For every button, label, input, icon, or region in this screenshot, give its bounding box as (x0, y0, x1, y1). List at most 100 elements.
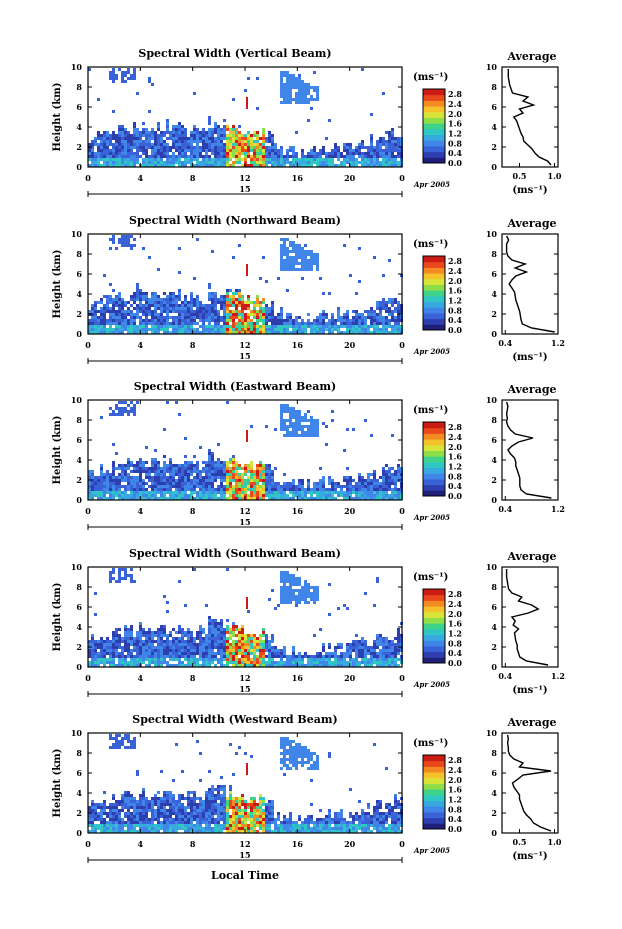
heatmap-cell (226, 661, 229, 664)
heatmap-cell (181, 473, 184, 476)
heatmap-cell (94, 479, 97, 482)
heatmap-cell (172, 161, 175, 164)
heatmap-cell (100, 158, 103, 161)
heatmap-cell (136, 161, 139, 164)
heatmap-cell (367, 658, 370, 661)
heatmap-cell (100, 643, 103, 646)
heatmap-cell (211, 292, 214, 295)
heatmap-cell (253, 485, 256, 488)
heatmap-cell (352, 649, 355, 652)
heatmap-cell (265, 140, 268, 143)
heatmap-cell (190, 313, 193, 316)
heatmap-cell (289, 497, 292, 500)
heatmap-cell (310, 256, 313, 259)
heatmap-cell (124, 146, 127, 149)
heatmap-cell (130, 316, 133, 319)
heatmap-cell (271, 301, 274, 304)
heatmap-cell (286, 259, 289, 262)
heatmap-cell (100, 488, 103, 491)
heatmap-cell (205, 304, 208, 307)
heatmap-cell (124, 128, 127, 131)
heatmap-cell (301, 250, 304, 253)
heatmap-cell (127, 646, 130, 649)
heatmap-cell (268, 131, 271, 134)
heatmap-cell (337, 331, 340, 334)
heatmap-cell (157, 268, 160, 271)
heatmap-cell (397, 476, 400, 479)
heatmap-cell (259, 661, 262, 664)
heatmap-cell (202, 628, 205, 631)
heatmap-cell (379, 152, 382, 155)
heatmap-cell (367, 158, 370, 161)
heatmap-cell (172, 307, 175, 310)
heatmap-cell (343, 661, 346, 664)
heatmap-cell (223, 497, 226, 500)
heatmap-cell (316, 259, 319, 262)
heatmap-cell (385, 301, 388, 304)
heatmap-cell (295, 244, 298, 247)
heatmap-cell (310, 425, 313, 428)
heatmap-cell (115, 158, 118, 161)
heatmap-cell (127, 164, 130, 167)
heatmap-cell (373, 164, 376, 167)
heatmap-cell (181, 470, 184, 473)
heatmap-cell (157, 143, 160, 146)
heatmap-cell (289, 77, 292, 80)
heatmap-cell (196, 470, 199, 473)
heatmap-cell (313, 425, 316, 428)
heatmap-cell (184, 643, 187, 646)
heatmap-cell (247, 316, 250, 319)
heatmap-cell (388, 155, 391, 158)
heatmap-cell (136, 655, 139, 658)
heatmap-cell (292, 491, 295, 494)
heatmap-cell (316, 89, 319, 92)
heatmap-cell (217, 625, 220, 628)
heatmap-cell (139, 134, 142, 137)
heatmap-cell (181, 325, 184, 328)
heatmap-cell (295, 161, 298, 164)
heatmap-cell (271, 637, 274, 640)
heatmap-cell (223, 322, 226, 325)
heatmap-cell (211, 464, 214, 467)
heatmap-cell (286, 661, 289, 664)
heatmap-cell (226, 479, 229, 482)
heatmap-cell (358, 155, 361, 158)
heatmap-cell (115, 628, 118, 631)
heatmap-cell (145, 476, 148, 479)
heatmap-cell (208, 325, 211, 328)
heatmap-cell (100, 313, 103, 316)
heatmap-cell (91, 488, 94, 491)
heatmap-cell (310, 95, 313, 98)
heatmap-cell (301, 664, 304, 667)
heatmap-cell (97, 482, 100, 485)
heatmap-cell (235, 479, 238, 482)
heatmap-cell (256, 467, 259, 470)
heatmap-cell (256, 322, 259, 325)
heatmap-cell (223, 301, 226, 304)
heatmap-cell (178, 146, 181, 149)
heatmap-cell (280, 80, 283, 83)
heatmap-cell (112, 143, 115, 146)
heatmap-cell (256, 310, 259, 313)
heatmap-cell (355, 664, 358, 667)
heatmap-cell (193, 164, 196, 167)
heatmap-cell (382, 164, 385, 167)
heatmap-cell (313, 595, 316, 598)
heatmap-cell (295, 101, 298, 104)
heatmap-cell (277, 325, 280, 328)
heatmap-cell (316, 428, 319, 431)
heatmap-cell (256, 664, 259, 667)
heatmap-cell (163, 461, 166, 464)
heatmap-cell (100, 491, 103, 494)
heatmap-cells (88, 568, 403, 667)
heatmap-cell (118, 164, 121, 167)
y-tick-label: 10 (71, 395, 83, 405)
heatmap-cell (376, 485, 379, 488)
heatmap-cell (109, 664, 112, 667)
heatmap-cell (274, 428, 277, 431)
heatmap-cell (367, 482, 370, 485)
heatmap-cell (334, 485, 337, 488)
heatmap-cell (112, 470, 115, 473)
profile-title: Average (506, 383, 556, 396)
heatmap-cell (94, 316, 97, 319)
